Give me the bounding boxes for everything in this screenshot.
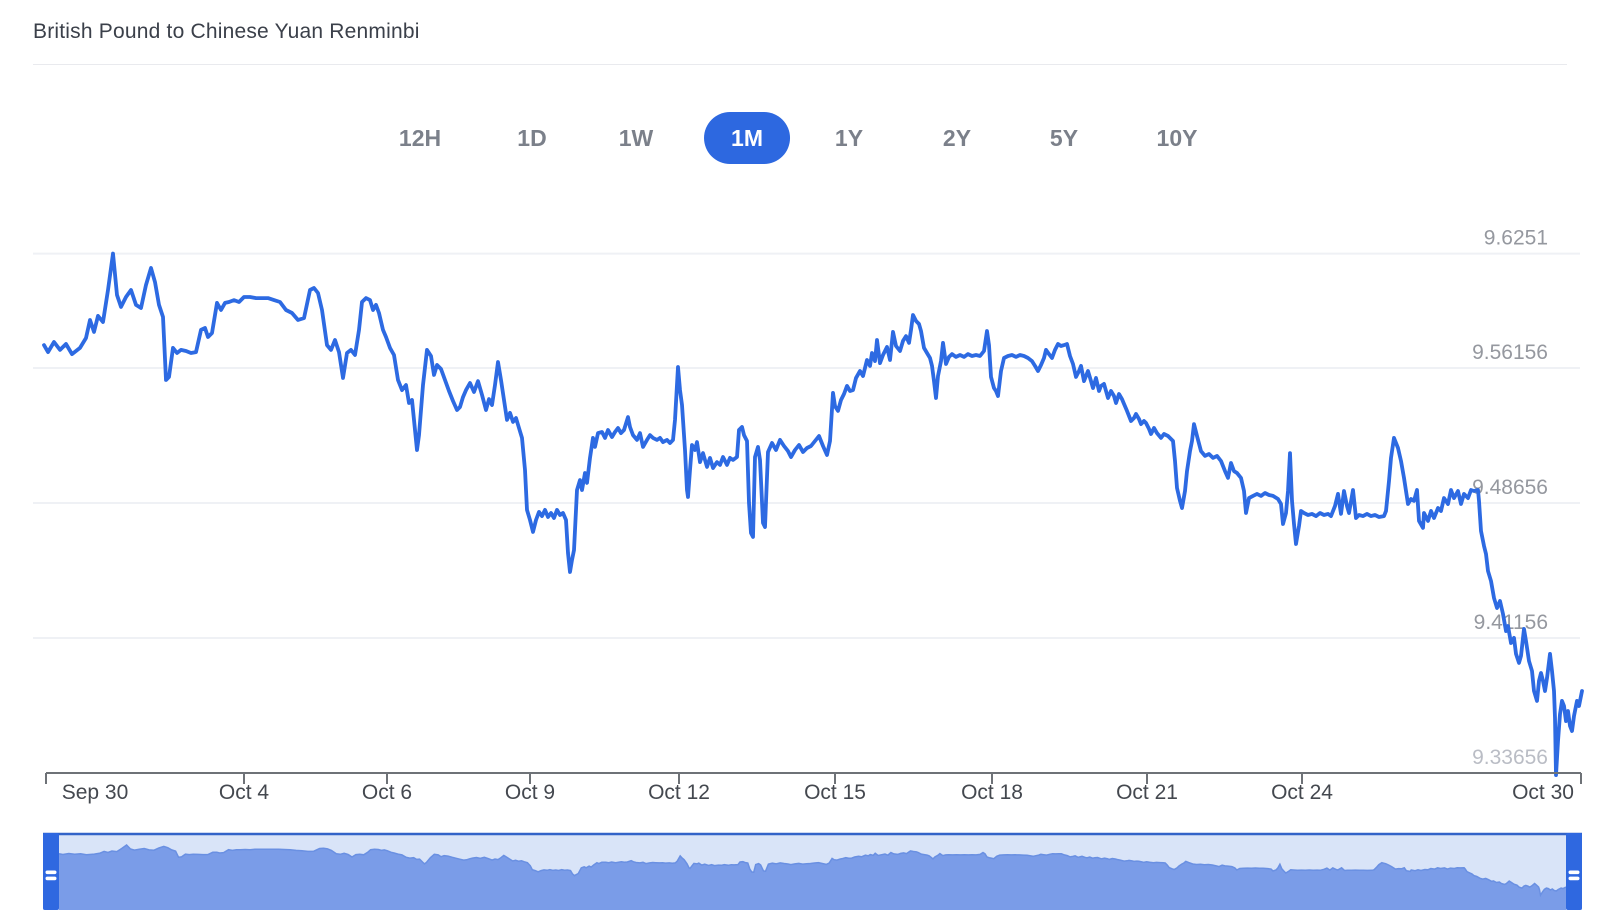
drag-grip-icon: [45, 870, 57, 875]
time-range-selector: 12H 1D 1W 1M 1Y 2Y 5Y 10Y: [0, 112, 1600, 164]
range-tab-10y[interactable]: 10Y: [1156, 125, 1198, 151]
y-axis-label: 9.56156: [1472, 341, 1548, 364]
drag-grip-icon: [45, 876, 57, 881]
y-axis-label: 9.48656: [1472, 476, 1548, 499]
x-axis-label: Oct 30: [1512, 781, 1574, 804]
range-tab-1d[interactable]: 1D: [517, 125, 547, 151]
range-tab-5y[interactable]: 5Y: [1049, 125, 1079, 151]
y-axis-label: 9.33656: [1472, 746, 1548, 769]
drag-grip-icon: [1568, 870, 1580, 875]
x-axis-label: Oct 24: [1271, 781, 1333, 804]
price-line: [42, 251, 1584, 777]
header-divider: [33, 64, 1567, 65]
x-axis-label: Oct 12: [648, 781, 710, 804]
range-tab-1y[interactable]: 1Y: [834, 125, 864, 151]
y-axis-label: 9.6251: [1484, 227, 1548, 250]
x-axis-label: Oct 21: [1116, 781, 1178, 804]
x-axis-label: Oct 9: [505, 781, 555, 804]
page-title: British Pound to Chinese Yuan Renminbi: [33, 20, 420, 43]
range-tab-1m[interactable]: 1M: [704, 112, 790, 164]
brush-area-edge: [58, 844, 1567, 898]
x-axis-label: Oct 18: [961, 781, 1023, 804]
range-tab-12h[interactable]: 12H: [398, 125, 442, 151]
x-axis-label: Sep 30: [62, 781, 129, 804]
y-axis-label: 9.41156: [1474, 611, 1548, 634]
x-axis-label: Oct 15: [804, 781, 866, 804]
range-tab-1w[interactable]: 1W: [618, 125, 654, 151]
brush-area: [59, 845, 1566, 910]
drag-grip-icon: [1568, 876, 1580, 881]
x-axis-label: Oct 4: [219, 781, 270, 804]
range-tab-2y[interactable]: 2Y: [942, 125, 972, 151]
x-axis-label: Oct 6: [362, 781, 412, 804]
